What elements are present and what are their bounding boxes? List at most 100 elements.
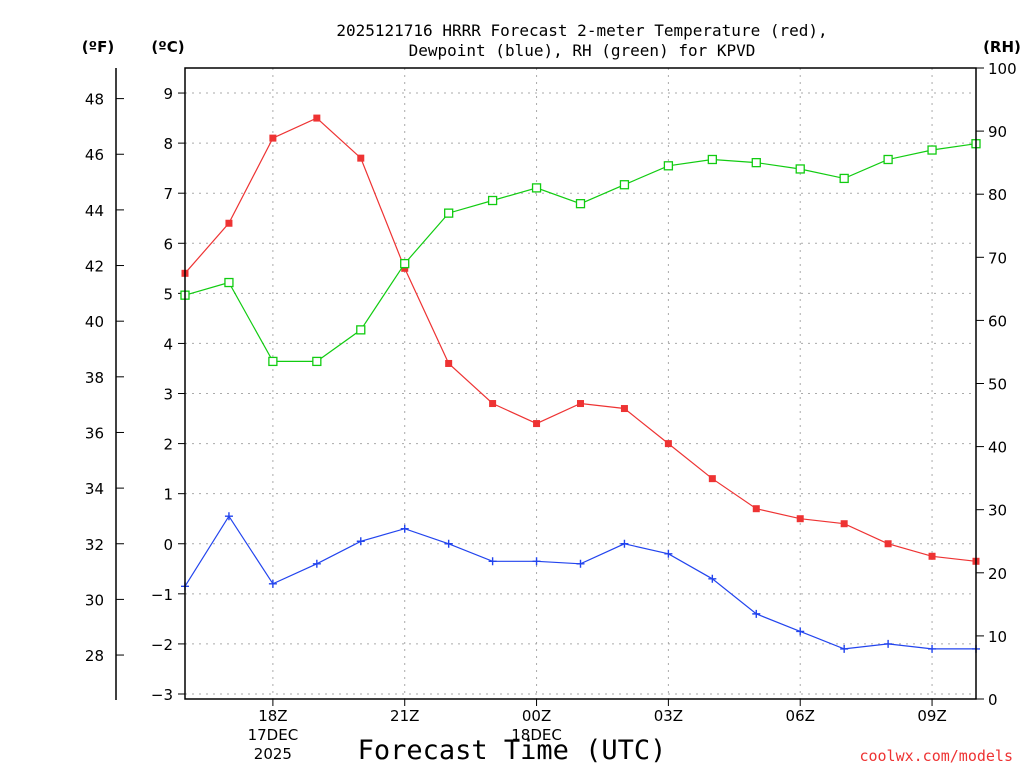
- chart-title-line-1: 2025121716 HRRR Forecast 2-meter Tempera…: [336, 21, 827, 40]
- dewpoint-point: [224, 512, 233, 521]
- temperature-point: [269, 134, 277, 142]
- fahrenheit-tick-label: 30: [85, 591, 104, 609]
- temperature-point: [928, 552, 936, 560]
- celsius-unit-label: (ºC): [151, 38, 184, 56]
- temperature-point: [313, 114, 321, 122]
- rh-point: [356, 325, 366, 335]
- time-tick-label: 18Z: [258, 707, 287, 725]
- fahrenheit-unit-label: (ºF): [82, 38, 114, 56]
- rh-point: [707, 154, 717, 165]
- rh-line: [184, 143, 977, 362]
- temperature-point: [840, 520, 848, 528]
- fahrenheit-tick-label: 42: [85, 258, 104, 276]
- rh-series: [180, 139, 981, 367]
- chart-title-line-2: Dewpoint (blue), RH (green) for KPVD: [409, 41, 756, 60]
- dewpoint-point: [664, 549, 673, 558]
- time-tick-label: 00Z: [522, 707, 551, 725]
- dewpoint-line: [184, 515, 976, 650]
- dewpoint-point: [488, 557, 497, 566]
- dewpoint-point: [268, 579, 277, 588]
- fahrenheit-tick-label: 48: [85, 91, 104, 109]
- rh-point: [224, 277, 234, 288]
- credit-label: coolwx.com/models: [859, 747, 1013, 765]
- rh-tick-label: 80: [988, 186, 1007, 204]
- fahrenheit-tick-label: 40: [85, 313, 104, 331]
- temperature-point: [708, 475, 716, 483]
- temperature-line: [184, 117, 977, 562]
- temperature-point: [533, 420, 541, 428]
- rh-tick-label: 40: [988, 439, 1007, 457]
- celsius-tick-label: 8: [163, 135, 173, 153]
- plot-frame: [184, 67, 977, 700]
- temperature-point: [401, 264, 409, 272]
- gridlines: [185, 68, 976, 699]
- temperature-point: [664, 440, 672, 448]
- time-tick-label: 17DEC: [248, 726, 299, 744]
- fahrenheit-tick-label: 32: [85, 536, 104, 554]
- time-tick-label: 21Z: [390, 707, 419, 725]
- rh-point: [751, 157, 761, 168]
- rh-point: [883, 154, 893, 165]
- celsius-axis: −3 −2 −1 0 1 2 3 4 5 6 7 8 9: [151, 85, 185, 704]
- rh-unit-label: (RH): [983, 38, 1021, 56]
- dewpoint-point: [312, 559, 321, 568]
- dewpoint-point: [884, 639, 893, 648]
- fahrenheit-tick-label: 34: [85, 480, 104, 498]
- celsius-tick-label: −3: [151, 686, 173, 704]
- dewpoint-point: [444, 539, 453, 548]
- rh-point: [575, 199, 586, 209]
- dewpoint-point: [532, 557, 541, 566]
- rh-point: [400, 258, 410, 269]
- fahrenheit-tick-label: 44: [85, 202, 104, 220]
- celsius-tick-label: 9: [163, 85, 173, 103]
- rh-tick-label: 90: [988, 123, 1007, 141]
- celsius-tick-label: 5: [163, 285, 173, 303]
- rh-point: [312, 356, 322, 367]
- fahrenheit-tick-label: 46: [85, 146, 104, 164]
- dewpoint-point: [356, 537, 365, 546]
- rh-point: [619, 180, 630, 190]
- dewpoint-point: [796, 627, 805, 636]
- time-tick-label: 03Z: [654, 707, 683, 725]
- temperature-point: [225, 219, 233, 227]
- rh-tick-label: 100: [988, 60, 1017, 78]
- rh-point: [444, 208, 454, 218]
- rh-tick-label: 30: [988, 502, 1007, 520]
- temperature-point: [752, 505, 760, 513]
- time-tick-label: 2025: [254, 745, 292, 763]
- time-tick-label: 06Z: [786, 707, 815, 725]
- fahrenheit-tick-label: 36: [85, 424, 104, 442]
- dewpoint-point: [400, 524, 409, 533]
- temperature-point: [884, 540, 892, 548]
- temperature-point: [445, 359, 453, 367]
- rh-tick-label: 60: [988, 312, 1007, 330]
- rh-axis: 0 10 20 30 40 50 60 70 80 90 100: [976, 60, 1017, 709]
- series-layer: [180, 114, 981, 653]
- temperature-point: [577, 400, 584, 408]
- celsius-tick-label: 0: [163, 536, 173, 554]
- celsius-tick-label: 1: [163, 486, 173, 504]
- rh-tick-label: 0: [988, 691, 998, 709]
- rh-tick-label: 20: [988, 565, 1007, 583]
- rh-point: [663, 161, 674, 171]
- temperature-point: [489, 400, 497, 408]
- fahrenheit-tick-label: 38: [85, 369, 104, 387]
- rh-tick-label: 50: [988, 376, 1007, 394]
- time-tick-label: 18DEC: [511, 726, 562, 744]
- rh-point: [531, 183, 542, 193]
- dewpoint-point: [620, 539, 629, 548]
- dewpoint-point: [840, 644, 849, 653]
- temperature-series: [181, 114, 980, 565]
- rh-point: [795, 164, 805, 174]
- celsius-tick-label: 4: [163, 335, 173, 353]
- celsius-tick-label: 7: [163, 185, 173, 203]
- dewpoint-point: [576, 559, 585, 568]
- rh-tick-label: 70: [988, 249, 1007, 267]
- celsius-tick-label: 3: [163, 386, 173, 404]
- dewpoint-point: [928, 644, 937, 653]
- temperature-point: [796, 515, 804, 523]
- temperature-point: [620, 405, 628, 413]
- fahrenheit-tick-label: 28: [85, 647, 104, 665]
